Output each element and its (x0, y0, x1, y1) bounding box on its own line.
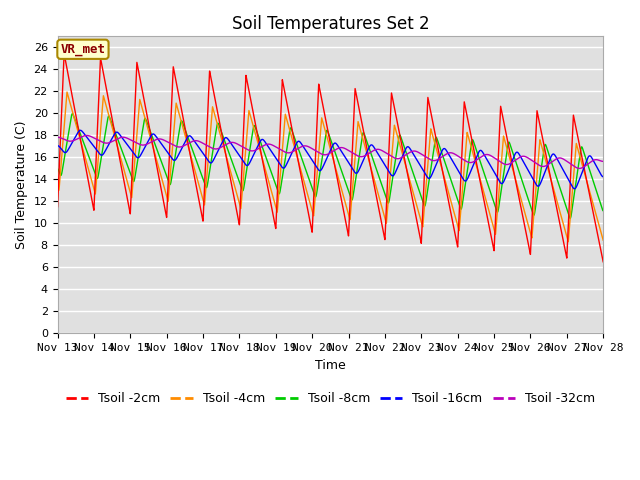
Tsoil -4cm (312, 186, 320, 192)
Tsoil -2cm (599, 259, 607, 264)
Tsoil -2cm (570, 113, 577, 119)
Line: Tsoil -16cm: Tsoil -16cm (58, 130, 603, 189)
Tsoil -8cm (452, 194, 460, 200)
Tsoil -2cm (577, 146, 584, 152)
Tsoil -4cm (54, 182, 61, 188)
Tsoil -16cm (312, 163, 320, 169)
Tsoil -16cm (239, 158, 247, 164)
Tsoil -16cm (54, 143, 61, 148)
Tsoil -8cm (570, 195, 577, 201)
X-axis label: Time: Time (315, 359, 346, 372)
Title: Soil Temperatures Set 2: Soil Temperatures Set 2 (232, 15, 429, 33)
Tsoil -2cm (468, 137, 476, 143)
Tsoil -8cm (68, 111, 76, 117)
Tsoil -4cm (577, 155, 584, 161)
Tsoil -8cm (54, 166, 61, 172)
Tsoil -32cm (599, 158, 607, 164)
Tsoil -8cm (566, 216, 574, 221)
Tsoil -16cm (599, 174, 607, 180)
Tsoil -4cm (452, 218, 460, 224)
Tsoil -4cm (564, 239, 572, 244)
Tsoil -16cm (77, 127, 84, 133)
Tsoil -4cm (570, 173, 577, 179)
Tsoil -32cm (452, 152, 460, 158)
Tsoil -16cm (577, 174, 584, 180)
Tsoil -2cm (312, 146, 320, 152)
Line: Tsoil -32cm: Tsoil -32cm (58, 135, 603, 168)
Tsoil -8cm (312, 193, 320, 199)
Tsoil -8cm (239, 188, 247, 193)
Legend: Tsoil -2cm, Tsoil -4cm, Tsoil -8cm, Tsoil -16cm, Tsoil -32cm: Tsoil -2cm, Tsoil -4cm, Tsoil -8cm, Tsoi… (61, 387, 600, 410)
Tsoil -4cm (468, 146, 476, 152)
Tsoil -2cm (239, 140, 247, 146)
Tsoil -2cm (452, 238, 460, 244)
Tsoil -16cm (571, 186, 579, 192)
Tsoil -32cm (468, 159, 476, 165)
Tsoil -8cm (468, 138, 476, 144)
Tsoil -32cm (312, 148, 320, 154)
Line: Tsoil -8cm: Tsoil -8cm (58, 114, 603, 218)
Tsoil -16cm (468, 166, 476, 171)
Tsoil -2cm (54, 204, 61, 210)
Tsoil -8cm (577, 149, 584, 155)
Tsoil -32cm (570, 163, 577, 169)
Tsoil -4cm (63, 89, 71, 95)
Line: Tsoil -2cm: Tsoil -2cm (58, 53, 603, 262)
Tsoil -32cm (577, 166, 584, 171)
Tsoil -32cm (83, 132, 90, 138)
Tsoil -2cm (60, 50, 68, 56)
Tsoil -32cm (575, 166, 583, 171)
Tsoil -32cm (54, 134, 61, 140)
Tsoil -16cm (452, 165, 460, 170)
Line: Tsoil -4cm: Tsoil -4cm (58, 92, 603, 241)
Text: VR_met: VR_met (60, 43, 106, 56)
Y-axis label: Soil Temperature (C): Soil Temperature (C) (15, 120, 28, 249)
Tsoil -16cm (570, 185, 577, 191)
Tsoil -8cm (599, 208, 607, 214)
Tsoil -32cm (239, 144, 247, 150)
Tsoil -4cm (239, 180, 247, 185)
Tsoil -4cm (599, 237, 607, 243)
